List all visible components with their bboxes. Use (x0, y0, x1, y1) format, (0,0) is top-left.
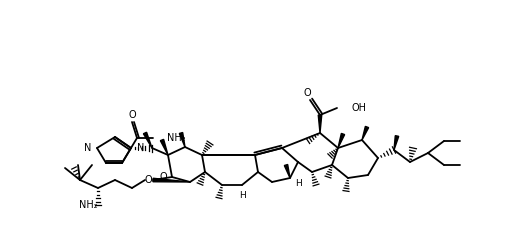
Polygon shape (160, 139, 168, 155)
Text: H: H (295, 178, 301, 188)
Polygon shape (394, 136, 399, 150)
Polygon shape (285, 164, 290, 178)
Text: NH₂: NH₂ (79, 200, 97, 210)
Text: OH: OH (351, 103, 366, 113)
Text: O: O (159, 172, 167, 182)
Polygon shape (153, 178, 190, 182)
Polygon shape (144, 132, 152, 148)
Polygon shape (318, 115, 322, 133)
Text: O: O (303, 88, 311, 98)
Text: NH₂: NH₂ (167, 133, 186, 143)
Polygon shape (179, 132, 185, 147)
Text: H: H (239, 190, 245, 200)
Text: N: N (137, 143, 144, 153)
Text: O: O (144, 175, 152, 185)
Polygon shape (362, 126, 369, 140)
Text: O: O (128, 110, 136, 120)
Polygon shape (338, 134, 345, 148)
Text: N: N (84, 143, 91, 153)
